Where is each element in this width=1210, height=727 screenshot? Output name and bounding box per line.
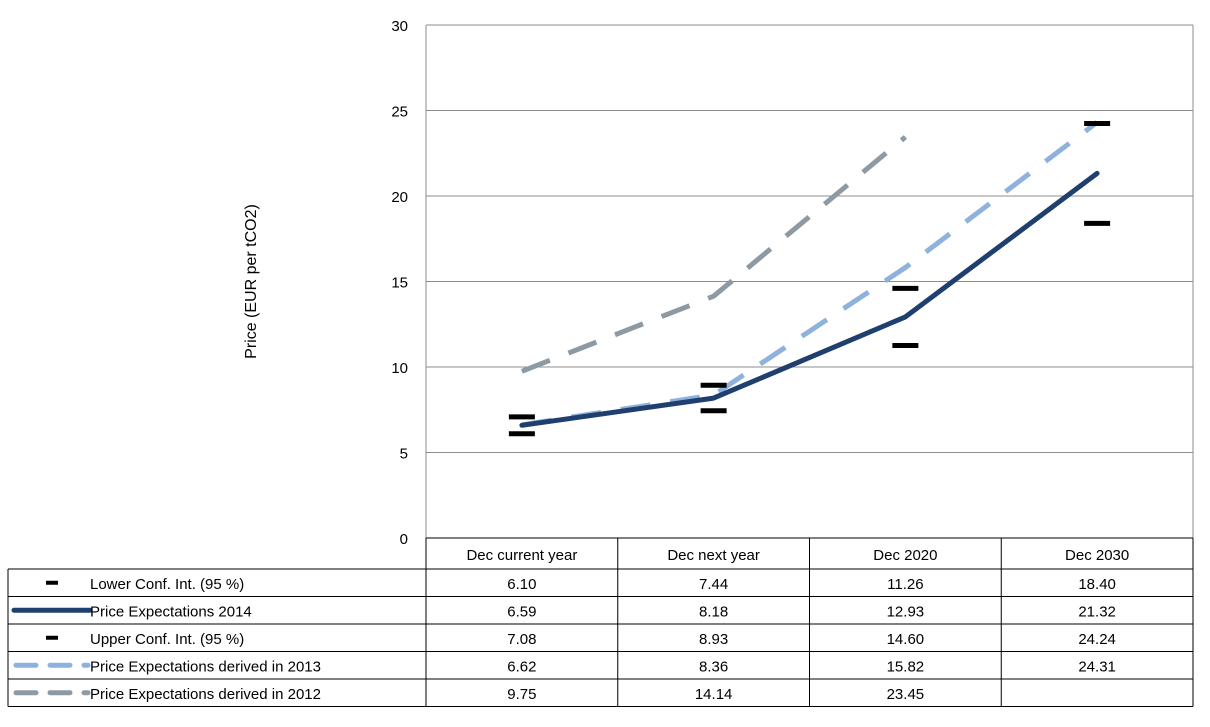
series-line-price-expectations-derived-in-2013 [521,120,1099,428]
table-cell: 18.40 [1078,576,1116,593]
y-axis-title: Price (EUR per tCO2) [243,204,260,359]
table-cell: 8.18 [699,603,728,620]
table-cell: 12.93 [887,603,925,620]
table-cell: 7.08 [507,631,536,648]
table-cell: 6.59 [507,603,536,620]
table-cell: 15.82 [887,658,925,675]
x-tick-label: Dec 2020 [873,547,937,564]
legend-label-upper-conf-int-95: Upper Conf. Int. (95 %) [90,631,244,648]
legend-label-lower-conf-int-95: Lower Conf. Int. (95 %) [90,576,244,593]
x-tick-label: Dec next year [667,547,760,564]
series-line-price-expectations-derived-in-2012 [520,135,907,374]
legend-label-price-expectations-derived-in-2013: Price Expectations derived in 2013 [90,658,321,675]
y-tick-label: 10 [391,360,408,377]
table-cell: 6.62 [507,658,536,675]
table-cell: 7.44 [699,576,728,593]
series-line-price-expectations-2014 [519,170,1100,428]
table-cell: 11.26 [887,576,923,593]
table-cell: 24.31 [1078,658,1116,675]
table-cell: 14.60 [887,631,925,648]
table-cell: 21.32 [1078,603,1116,620]
table-cell: 6.10 [507,576,536,593]
y-tick-label: 15 [391,275,408,292]
legend-label-price-expectations-2014: Price Expectations 2014 [90,603,252,620]
legend-label-price-expectations-derived-in-2012: Price Expectations derived in 2012 [90,686,321,703]
y-tick-label: 30 [391,18,408,35]
x-tick-label: Dec current year [466,547,577,564]
y-tick-label: 25 [391,104,408,121]
y-tick-label: 5 [400,446,408,463]
table-cell: 23.45 [887,686,925,703]
y-tick-label: 20 [391,189,408,206]
table-cell: 14.14 [695,686,733,703]
table-cell: 8.36 [699,658,728,675]
y-tick-label: 0 [400,531,408,548]
x-tick-label: Dec 2030 [1065,547,1129,564]
table-cell: 24.24 [1078,631,1116,648]
table-cell: 9.75 [507,686,536,703]
table-cell: 8.93 [699,631,728,648]
